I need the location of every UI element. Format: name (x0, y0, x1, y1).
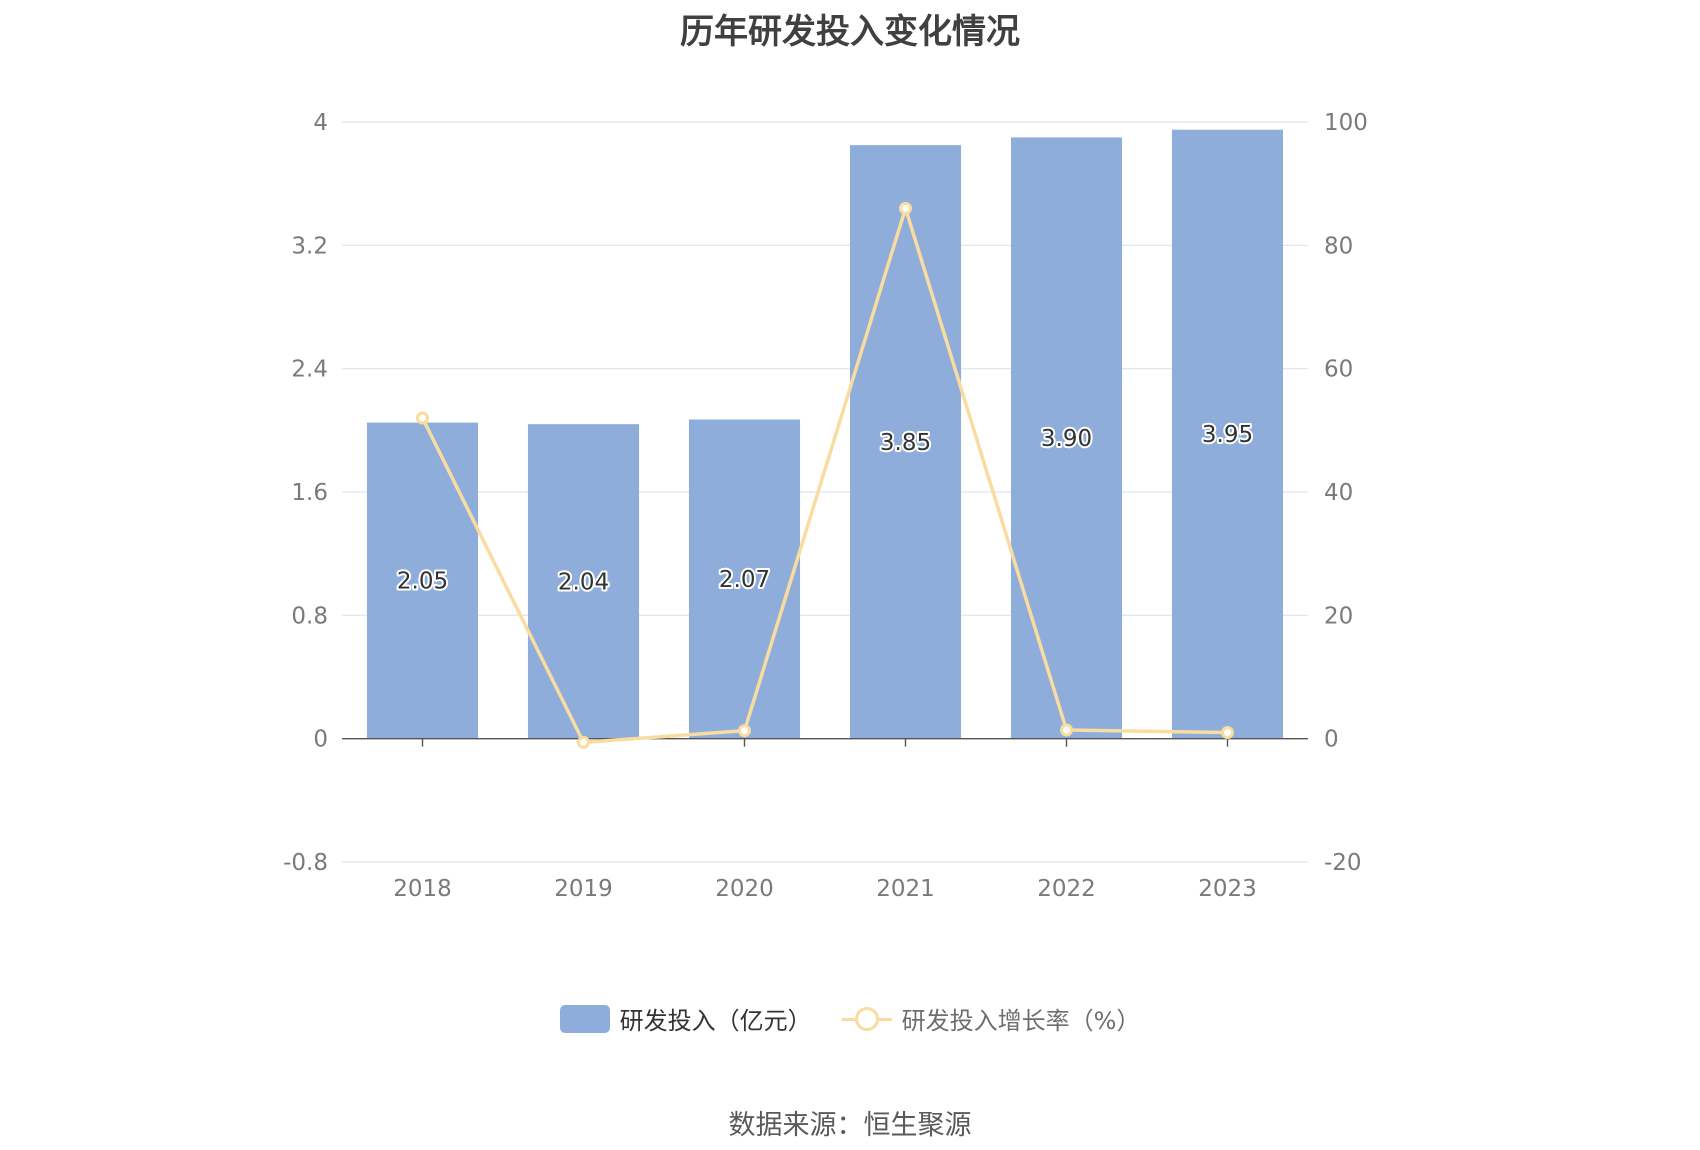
data-source-note: 数据来源：恒生聚源 (728, 1110, 972, 1141)
bar-2021 (849, 145, 962, 739)
bar-value-label: 2.07 (719, 567, 770, 593)
growth-rate-point-2018 (416, 411, 429, 425)
y-left-tick-label: 0.8 (291, 603, 328, 629)
chart-title: 历年研发投入变化情况 (680, 12, 1020, 52)
bar-value-label: 2.04 (558, 569, 609, 595)
legend-item-rd-investment[interactable]: 研发投入（亿元） (559, 1001, 812, 1036)
bar-value-label: 3.90 (1041, 426, 1092, 452)
bar-2019 (527, 424, 640, 739)
y-left-tick-label: 3.2 (291, 233, 328, 259)
legend-item-growth-rate[interactable]: 研发投入增长率（%） (841, 1001, 1141, 1036)
legend-label-growth-rate: 研发投入增长率（%） (901, 1007, 1141, 1035)
y-right-tick-label: 60 (1324, 357, 1353, 383)
y-right-tick-label: -20 (1324, 850, 1362, 876)
growth-rate-point-2020 (738, 724, 751, 738)
y-right-tick-label: 100 (1324, 110, 1368, 136)
y-left-tick-label: 2.4 (291, 357, 328, 383)
growth-rate-point-2021 (899, 201, 912, 215)
bar-value-label: 2.05 (397, 569, 448, 595)
y-left-tick-label: -0.8 (283, 850, 328, 876)
growth-rate-point-2022 (1060, 723, 1073, 737)
y-left-tick-label: 4 (313, 110, 328, 136)
growth-rate-line (420, 206, 1228, 745)
x-tick-label: 2022 (1037, 876, 1096, 902)
x-tick-label: 2020 (715, 876, 774, 902)
growth-rate-point-2019 (577, 735, 590, 749)
bar-2018 (366, 422, 479, 739)
legend-bar-swatch (559, 1004, 610, 1033)
x-tick-label: 2019 (554, 876, 613, 902)
x-tick-label: 2021 (876, 876, 935, 902)
x-tick-label: 2018 (393, 876, 452, 902)
y-right-tick-label: 40 (1324, 480, 1353, 506)
growth-rate-point-2023 (1221, 726, 1234, 739)
y-right-tick-label: 20 (1324, 603, 1353, 629)
y-left-tick-label: 0 (313, 727, 328, 753)
legend-line-swatch (841, 1005, 892, 1033)
legend-label-rd-investment: 研发投入（亿元） (619, 1007, 812, 1035)
bar-2022 (1010, 137, 1123, 739)
y-right-tick-label: 80 (1324, 233, 1353, 259)
bar-value-label: 3.85 (880, 430, 931, 456)
y-left-tick-label: 1.6 (291, 480, 328, 506)
y-right-tick-label: 0 (1324, 727, 1339, 753)
chart-legend: 研发投入（亿元） 研发投入增长率（%） (0, 1001, 1700, 1036)
bar-2023 (1171, 129, 1284, 739)
x-tick-label: 2023 (1198, 876, 1257, 902)
bar-value-label: 3.95 (1202, 422, 1253, 448)
bar-2020 (688, 419, 801, 739)
